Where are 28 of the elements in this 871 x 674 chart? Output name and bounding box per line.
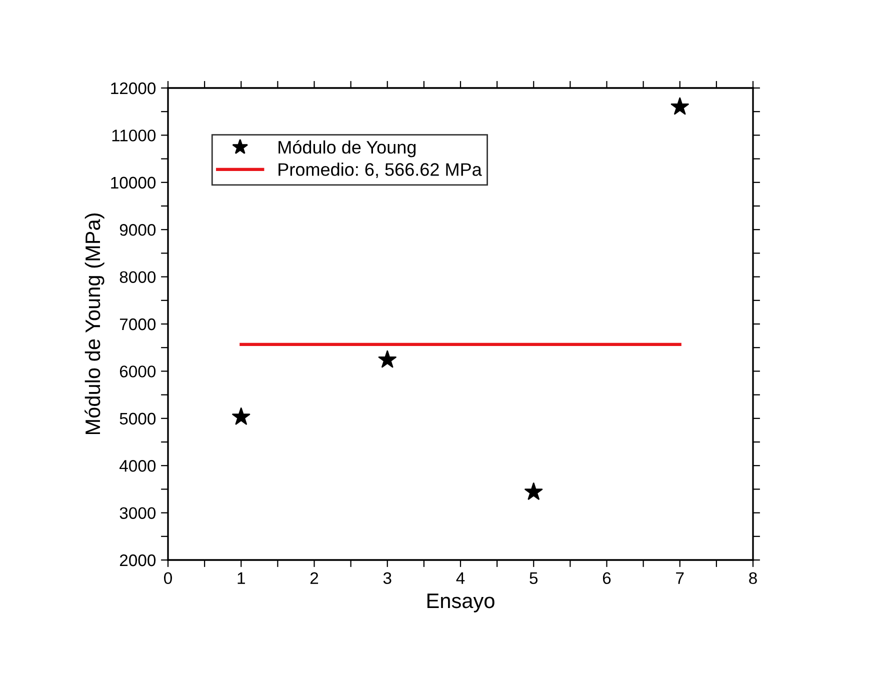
y-tick-label: 12000 — [111, 82, 156, 94]
x-tick-label: 2 — [310, 572, 318, 584]
point — [670, 97, 689, 115]
x-tick-label: 5 — [530, 572, 538, 584]
y-tick-label: 8000 — [120, 271, 156, 284]
y-tick-label: 3000 — [120, 507, 156, 520]
legend-label: Promedio: 6, 566.62 MPa — [278, 162, 482, 178]
x-tick-label: 1 — [238, 572, 245, 584]
x-tick-label: 0 — [164, 572, 172, 584]
point — [524, 482, 543, 500]
x-tick-label: 8 — [749, 572, 757, 584]
point — [378, 350, 396, 368]
x-tick-label: 6 — [602, 572, 611, 584]
y-tick-label: 2000 — [120, 554, 156, 566]
y-tick-label: 11000 — [112, 130, 156, 142]
y-axis-title: Módulo de Young (MPa) — [84, 214, 104, 434]
legend-label: Módulo de Young — [278, 140, 416, 158]
y-tick-label: 10000 — [111, 176, 156, 189]
x-axis-title: Ensayo — [427, 594, 494, 612]
y-tick-label: 6000 — [120, 366, 156, 378]
point — [232, 408, 250, 425]
y-tick-label: 5000 — [120, 412, 156, 425]
y-tick-label: 9000 — [120, 224, 156, 236]
x-tick-label: 3 — [383, 572, 392, 584]
y-tick-label: 7000 — [120, 318, 156, 330]
x-tick-label: 4 — [456, 572, 465, 584]
x-tick-label: 7 — [676, 572, 684, 584]
y-tick-label: 4000 — [120, 460, 156, 472]
